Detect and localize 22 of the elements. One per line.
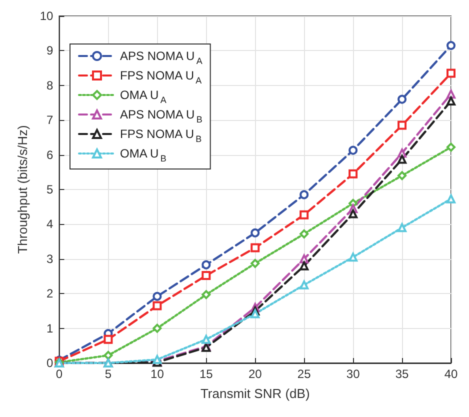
y-tick-label: 4 xyxy=(46,217,54,232)
y-tick-label: 9 xyxy=(46,44,54,58)
x-tick-label: 35 xyxy=(395,367,410,381)
x-axis-title: Transmit SNR (dB) xyxy=(200,386,310,401)
x-tick-label: 25 xyxy=(297,367,312,381)
x-tick-label: 30 xyxy=(346,367,360,381)
x-tick-label: 10 xyxy=(150,367,164,381)
y-tick-label: 10 xyxy=(40,9,54,23)
y-tick-label: 0 xyxy=(46,356,54,370)
y-axis-title: Throughput (bits/s/Hz) xyxy=(15,125,30,254)
y-tick-label: 8 xyxy=(46,78,54,92)
x-tick-label: 0 xyxy=(56,367,63,381)
y-tick-label: 6 xyxy=(46,148,54,162)
y-tick-label: 2 xyxy=(46,286,54,301)
y-tick-label: 7 xyxy=(46,113,54,128)
x-tick-label: 15 xyxy=(199,367,214,381)
y-tick-label: 3 xyxy=(46,252,54,266)
x-tick-label: 5 xyxy=(104,367,112,381)
x-tick-label: 40 xyxy=(444,367,458,381)
y-tick-label: 1 xyxy=(46,321,54,336)
x-tick-label: 20 xyxy=(248,367,262,381)
y-tick-label: 5 xyxy=(46,182,54,196)
